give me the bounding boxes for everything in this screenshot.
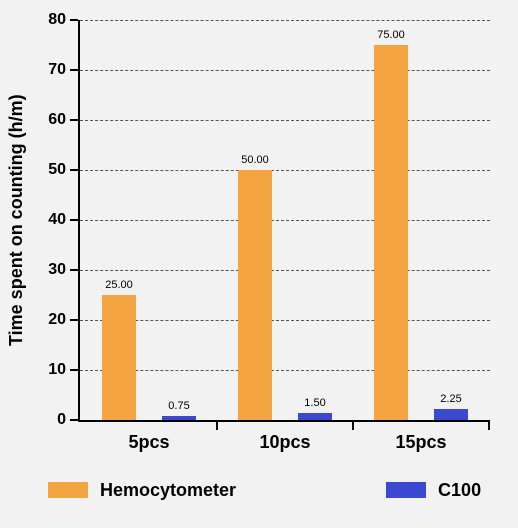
y-tick <box>70 269 78 271</box>
y-tick-label: 10 <box>48 361 66 379</box>
bar-value-label: 2.25 <box>440 393 461 405</box>
bar-c100-1: 1.50 <box>298 413 332 421</box>
y-tick <box>70 219 78 221</box>
y-tick-label: 70 <box>48 61 66 79</box>
y-tick-label: 80 <box>48 11 66 29</box>
x-tick-label: 10pcs <box>259 432 310 453</box>
gridline <box>80 270 490 271</box>
y-tick-label: 40 <box>48 211 66 229</box>
y-tick-label: 30 <box>48 261 66 279</box>
bar-value-label: 50.00 <box>241 154 269 166</box>
bar-hemocytometer-1: 50.00 <box>238 170 272 420</box>
x-tick <box>216 422 218 430</box>
plot-area: 010203040506070805pcs10pcs15pcs25.0050.0… <box>78 20 490 422</box>
bar-value-label: 0.75 <box>168 400 189 412</box>
y-tick <box>70 69 78 71</box>
y-tick <box>70 319 78 321</box>
gridline <box>80 170 490 171</box>
bar-c100-0: 0.75 <box>162 416 196 420</box>
y-tick-label: 20 <box>48 311 66 329</box>
legend-swatch <box>48 482 88 498</box>
gridline <box>80 320 490 321</box>
legend-item-hemocytometer: Hemocytometer <box>48 480 236 501</box>
bar-hemocytometer-2: 75.00 <box>374 45 408 420</box>
legend: Hemocytometer C100 <box>48 470 488 510</box>
y-tick <box>70 169 78 171</box>
bar-value-label: 25.00 <box>105 279 133 291</box>
y-tick <box>70 119 78 121</box>
gridline <box>80 120 490 121</box>
bar-hemocytometer-0: 25.00 <box>102 295 136 420</box>
x-tick-label: 5pcs <box>128 432 169 453</box>
x-tick <box>352 422 354 430</box>
y-tick-label: 0 <box>57 411 66 429</box>
x-tick <box>488 422 490 430</box>
legend-label: Hemocytometer <box>100 480 236 501</box>
legend-item-c100: C100 <box>386 480 481 501</box>
y-tick <box>70 19 78 21</box>
bar-value-label: 75.00 <box>377 29 405 41</box>
y-axis-title: Time spent on counting (h/m) <box>6 94 27 346</box>
y-tick <box>70 419 78 421</box>
y-tick <box>70 369 78 371</box>
gridline <box>80 70 490 71</box>
bar-value-label: 1.50 <box>304 397 325 409</box>
gridline <box>80 220 490 221</box>
y-tick-label: 60 <box>48 111 66 129</box>
bar-c100-2: 2.25 <box>434 409 468 420</box>
legend-label: C100 <box>438 480 481 501</box>
legend-swatch <box>386 482 426 498</box>
gridline <box>80 20 490 21</box>
chart-container: Time spent on counting (h/m) 01020304050… <box>0 0 518 528</box>
y-tick-label: 50 <box>48 161 66 179</box>
x-tick-label: 15pcs <box>395 432 446 453</box>
gridline <box>80 370 490 371</box>
